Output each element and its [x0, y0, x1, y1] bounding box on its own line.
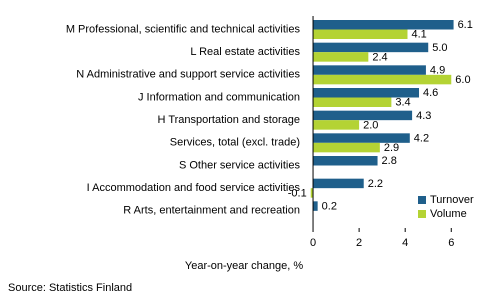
value-label: 4.1 [411, 29, 426, 41]
legend-swatch [418, 196, 426, 204]
y-tick-label: M Professional, scientific and technical… [66, 23, 301, 35]
bar [310, 188, 314, 198]
y-tick-label: I Accommodation and food service activit… [87, 182, 301, 194]
y-tick-label: N Administrative and support service act… [76, 69, 300, 81]
value-label: 4.6 [423, 87, 438, 99]
legend-label: Turnover [430, 194, 474, 206]
value-label: 2.9 [384, 142, 399, 154]
bar [313, 120, 360, 130]
y-tick-label: R Arts, entertainment and recreation [123, 205, 300, 217]
y-tick-label: J Information and communication [138, 91, 300, 103]
bar [313, 20, 454, 30]
value-label: 4.2 [414, 132, 429, 144]
bar [313, 29, 408, 39]
value-label: 2.4 [372, 51, 387, 63]
x-tick-label: 6 [448, 237, 454, 249]
value-label: 2.0 [363, 119, 378, 131]
bar [313, 178, 364, 189]
value-label: 6.0 [455, 74, 470, 86]
x-tick-label: 4 [402, 237, 408, 249]
bar [313, 42, 429, 53]
value-label: 5.0 [432, 42, 447, 54]
bar [313, 110, 413, 121]
bar [313, 156, 378, 166]
legend-swatch [418, 210, 426, 218]
x-axis-label: Year-on-year change, % [185, 260, 303, 272]
y-tick-label: Services, total (excl. trade) [170, 137, 300, 149]
bar [313, 201, 318, 211]
value-label: 4.9 [430, 64, 445, 76]
x-tick-label: 2 [356, 237, 362, 249]
bar [313, 74, 452, 85]
value-label: 6.1 [458, 19, 473, 31]
bar [313, 65, 426, 75]
y-tick-label: H Transportation and storage [158, 114, 300, 126]
legend-label: Volume [430, 208, 467, 220]
bar [313, 97, 392, 107]
source: Source: Statistics Finland [8, 282, 132, 294]
y-tick-label: S Other service activities [179, 159, 301, 171]
value-label: -0.1 [288, 187, 307, 199]
value-label: 0.2 [322, 200, 337, 212]
bar [313, 88, 420, 98]
y-tick-label: L Real estate activities [190, 46, 300, 58]
value-label: 4.3 [416, 110, 431, 122]
value-label: 2.8 [382, 155, 397, 167]
value-label: 3.4 [395, 97, 410, 109]
bar [313, 52, 369, 62]
bar [313, 142, 380, 153]
bar [313, 133, 410, 143]
x-tick-label: 0 [310, 237, 316, 249]
value-label: 2.2 [368, 178, 383, 190]
